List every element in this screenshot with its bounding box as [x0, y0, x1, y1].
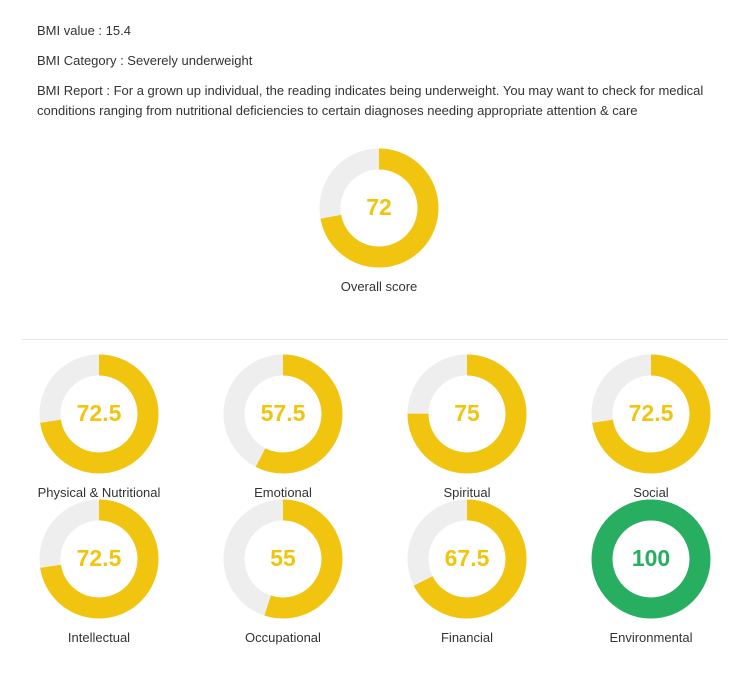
emotional-donut: 57.5 — [221, 352, 345, 476]
physical-nutritional-score-value: 72.5 — [76, 400, 122, 426]
environmental-donut-arc — [591, 499, 711, 619]
occupational-score-value: 55 — [270, 545, 296, 571]
bmi-category-text: BMI Category : Severely underweight — [37, 53, 253, 68]
emotional-donut-svg — [223, 354, 343, 474]
spiritual-donut: 75 — [405, 352, 529, 476]
physical-nutritional-donut-svg — [39, 354, 159, 474]
intellectual-donut: 72.5 — [37, 497, 161, 621]
environmental-donut-svg — [591, 499, 711, 619]
overall-score-donut-arc — [319, 148, 439, 268]
occupational-donut-arc — [223, 499, 343, 619]
intellectual-donut-arc — [39, 499, 159, 619]
section-divider — [22, 339, 728, 340]
intellectual-donut-svg — [39, 499, 159, 619]
physical-nutritional-label: Physical & Nutritional — [37, 485, 161, 500]
spiritual-label: Spiritual — [443, 485, 491, 500]
physical-nutritional-donut-arc — [39, 354, 159, 474]
social-donut: 72.5 — [589, 352, 713, 476]
occupational-donut: 55 — [221, 497, 345, 621]
spiritual-score-value: 75 — [454, 400, 480, 426]
intellectual-score-value: 72.5 — [76, 545, 122, 571]
social-donut-svg — [591, 354, 711, 474]
physical-nutritional-donut: 72.5 — [37, 352, 161, 476]
emotional-label: Emotional — [254, 485, 312, 500]
spiritual-donut-arc — [407, 354, 527, 474]
environmental-score-value: 100 — [631, 545, 671, 571]
social-donut-arc — [591, 354, 711, 474]
bmi-report-text: BMI Report : For a grown up individual, … — [37, 83, 704, 118]
overall-score-label: Overall score — [340, 279, 418, 294]
financial-donut-svg — [407, 499, 527, 619]
environmental-donut: 100 — [589, 497, 713, 621]
environmental-label: Environmental — [609, 630, 693, 645]
social-label: Social — [633, 485, 669, 500]
spiritual-donut-svg — [407, 354, 527, 474]
intellectual-label: Intellectual — [67, 630, 131, 645]
financial-donut-arc — [407, 499, 527, 619]
social-score-value: 72.5 — [628, 400, 674, 426]
occupational-label: Occupational — [245, 630, 321, 645]
emotional-donut-arc — [223, 354, 343, 474]
overall-score-donut: 72 — [317, 146, 441, 270]
financial-score-value: 67.5 — [444, 545, 490, 571]
overall-score-score-value: 72 — [366, 194, 392, 220]
financial-label: Financial — [440, 630, 494, 645]
emotional-score-value: 57.5 — [260, 400, 306, 426]
financial-donut: 67.5 — [405, 497, 529, 621]
bmi-value-text: BMI value : 15.4 — [37, 23, 131, 38]
occupational-donut-svg — [223, 499, 343, 619]
overall-score-donut-svg — [319, 148, 439, 268]
